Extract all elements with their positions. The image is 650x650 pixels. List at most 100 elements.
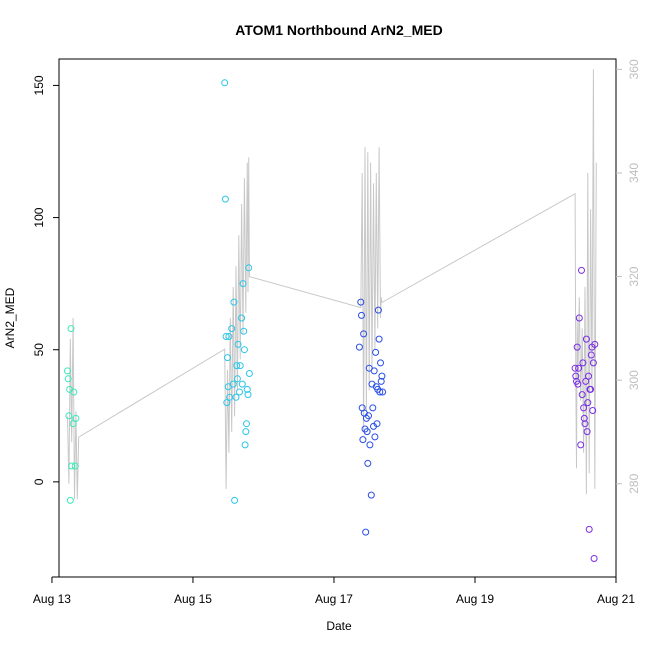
- data-point: [572, 372, 580, 380]
- y2-tick-label: 360: [627, 59, 641, 79]
- data-point: [582, 335, 590, 343]
- data-point: [357, 298, 365, 306]
- data-point: [224, 354, 231, 362]
- data-point: [238, 314, 246, 322]
- data-point: [222, 333, 230, 340]
- data-point: [364, 459, 372, 467]
- data-point: [577, 441, 585, 449]
- x-tick-label: Aug 17: [315, 592, 353, 606]
- data-point: [69, 420, 77, 428]
- data-point: [234, 340, 242, 348]
- data-point: [575, 364, 583, 372]
- data-point: [573, 343, 581, 351]
- data-point: [378, 372, 386, 380]
- data-point: [243, 420, 250, 428]
- data-point: [584, 399, 592, 407]
- data-point: [585, 372, 592, 380]
- data-point: [243, 385, 251, 393]
- data-point: [65, 412, 73, 420]
- y-tick-label: 50: [32, 343, 46, 357]
- data-point: [228, 325, 236, 333]
- point-group-3: [355, 298, 387, 536]
- data-point: [583, 428, 591, 436]
- data-point: [229, 380, 237, 388]
- data-point: [366, 441, 374, 449]
- data-point: [64, 367, 71, 375]
- data-point: [379, 388, 387, 396]
- data-point: [371, 433, 379, 441]
- x-tick-label: Aug 21: [597, 592, 635, 606]
- data-point: [239, 280, 247, 288]
- data-point: [365, 412, 372, 420]
- data-point: [369, 404, 377, 412]
- data-point: [574, 380, 582, 388]
- data-point: [231, 496, 239, 504]
- data-point: [70, 388, 78, 396]
- data-point: [230, 298, 238, 306]
- data-point: [373, 420, 381, 428]
- data-point: [64, 375, 72, 383]
- data-point: [233, 362, 241, 370]
- point-group-2: [221, 79, 253, 504]
- x-tick-label: Aug 19: [456, 592, 494, 606]
- data-point: [245, 264, 253, 272]
- data-point: [223, 399, 231, 407]
- point-group-1: [64, 325, 80, 504]
- data-point: [580, 414, 588, 422]
- data-point: [372, 348, 380, 356]
- x-tick-label: Aug 13: [33, 592, 71, 606]
- data-point: [578, 391, 586, 399]
- data-point: [240, 346, 248, 354]
- x-tick-label: Aug 15: [174, 592, 212, 606]
- value-line-layer: [67, 69, 597, 500]
- data-point: [359, 436, 367, 444]
- y2-tick-label: 280: [627, 473, 641, 493]
- y-tick-label: 0: [32, 478, 46, 485]
- data-point: [589, 359, 597, 367]
- data-point: [245, 370, 253, 377]
- point-group-4: [571, 266, 599, 562]
- data-point: [66, 496, 74, 504]
- data-point: [236, 362, 244, 370]
- y-axis-right: 280 300 320 340 360: [616, 59, 641, 494]
- y-tick-label: 150: [32, 75, 46, 95]
- data-point: [68, 462, 76, 470]
- data-point: [233, 375, 241, 383]
- x-axis-label: Date: [326, 619, 352, 633]
- data-point: [355, 343, 363, 351]
- data-point: [375, 335, 383, 343]
- y-axis-label: ArN2_MED: [3, 287, 17, 348]
- data-point: [377, 377, 385, 385]
- data-point: [582, 377, 590, 385]
- data-point: [581, 420, 589, 428]
- data-point: [575, 314, 583, 322]
- y2-tick-label: 300: [627, 370, 641, 390]
- data-point: [221, 195, 229, 203]
- y-axis-left: 0 50 100 150: [32, 75, 59, 485]
- data-point: [587, 351, 595, 359]
- chart-title: ATOM1 Northbound ArN2_MED: [235, 22, 442, 38]
- y2-tick-label: 320: [627, 266, 641, 286]
- data-point: [238, 380, 246, 388]
- data-point: [376, 388, 384, 396]
- plot-frame: [58, 58, 617, 578]
- x-axis: Aug 13 Aug 15 Aug 17 Aug 19 Aug 21: [33, 576, 635, 606]
- data-point: [591, 340, 599, 348]
- data-point: [370, 367, 378, 375]
- data-point: [242, 428, 250, 436]
- data-point: [360, 330, 368, 338]
- value-line: [67, 69, 597, 500]
- data-point: [585, 525, 593, 533]
- data-point: [578, 266, 585, 274]
- data-point: [240, 327, 248, 335]
- data-point: [67, 325, 75, 333]
- data-point: [362, 528, 370, 536]
- data-point: [377, 359, 384, 367]
- data-point: [241, 441, 249, 449]
- data-point: [587, 385, 595, 393]
- data-points-layer: [64, 79, 599, 562]
- data-point: [221, 79, 229, 87]
- data-point: [367, 491, 375, 499]
- y-tick-label: 100: [32, 207, 46, 227]
